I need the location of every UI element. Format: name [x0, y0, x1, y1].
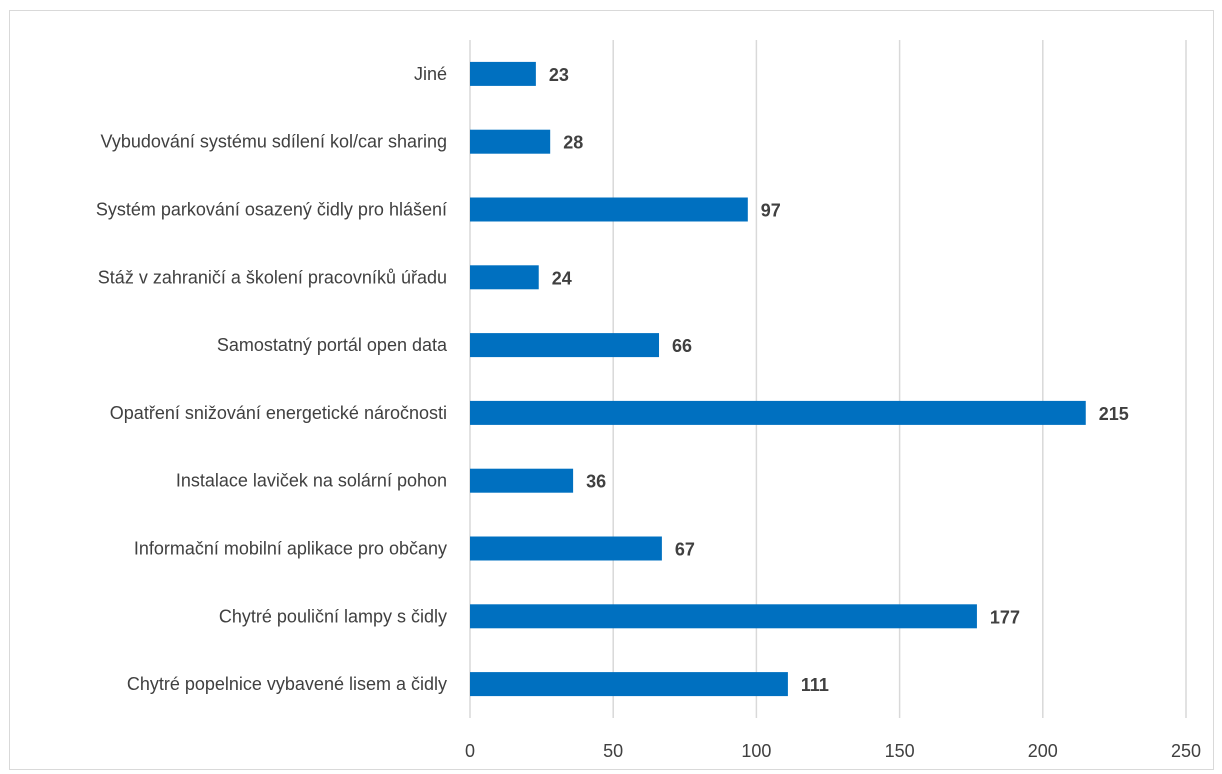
- bar-8: [470, 604, 977, 629]
- bar-1: [470, 129, 551, 154]
- data-label-5: 215: [1099, 404, 1129, 424]
- data-label-2: 97: [761, 201, 781, 221]
- data-label-3: 24: [552, 268, 572, 288]
- category-label-4: Samostatný portál open data: [217, 335, 448, 355]
- bar-7: [470, 536, 662, 561]
- bar-4: [470, 333, 660, 358]
- category-label-5: Opatření snižování energetické náročnost…: [110, 403, 447, 423]
- category-label-6: Instalace laviček na solární pohon: [176, 471, 447, 491]
- category-label-3: Stáž v zahraničí a školení pracovníků úř…: [98, 267, 447, 287]
- x-axis-tick-labels: 0 50 100 150 200 250: [465, 741, 1201, 761]
- data-label-6: 36: [586, 472, 606, 492]
- data-label-9: 111: [801, 675, 829, 695]
- data-label-1: 28: [563, 133, 583, 153]
- data-label-4: 66: [672, 336, 692, 356]
- chart-frame: [9, 10, 1214, 770]
- bar-9: [470, 672, 788, 697]
- category-label-1: Vybudování systému sdílení kol/car shari…: [100, 132, 447, 152]
- bars: [470, 61, 1086, 697]
- bar-2: [470, 197, 748, 222]
- category-label-0: Jiné: [414, 64, 447, 84]
- category-label-2: Systém parkování osazený čidly pro hláše…: [96, 200, 447, 220]
- bar-0: [470, 61, 536, 86]
- x-tick-label-0: 0: [465, 741, 475, 761]
- data-label-7: 67: [675, 540, 695, 560]
- category-label-8: Chytré pouliční lampy s čidly: [219, 606, 447, 626]
- bar-5: [470, 400, 1086, 425]
- data-label-8: 177: [990, 607, 1020, 627]
- category-labels: Jiné Vybudování systému sdílení kol/car s…: [96, 64, 448, 694]
- bar-3: [470, 265, 539, 290]
- x-tick-label-100: 100: [741, 741, 771, 761]
- category-label-7: Informační mobilní aplikace pro občany: [134, 539, 447, 559]
- x-tick-label-200: 200: [1028, 741, 1058, 761]
- category-label-9: Chytré popelnice vybavené lisem a čidly: [127, 674, 447, 694]
- data-labels: 23 28 97 24 66 215 36 67 177 111: [549, 65, 1129, 695]
- bar-6: [470, 468, 574, 493]
- x-tick-label-150: 150: [885, 741, 915, 761]
- x-tick-label-250: 250: [1171, 741, 1201, 761]
- data-label-0: 23: [549, 65, 569, 85]
- x-tick-label-50: 50: [603, 741, 623, 761]
